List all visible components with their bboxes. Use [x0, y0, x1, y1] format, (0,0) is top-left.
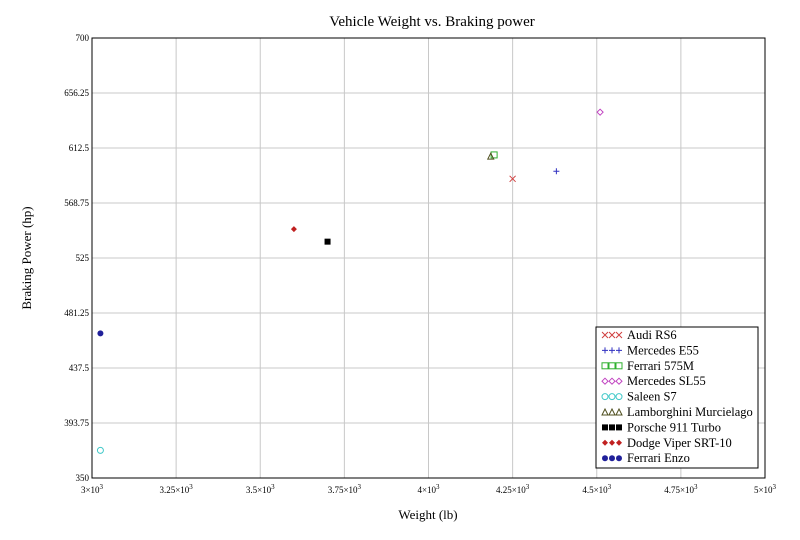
y-tick-label: 437.5: [69, 363, 90, 373]
legend-marker: [608, 331, 616, 339]
chart-title: Vehicle Weight vs. Braking power: [329, 14, 535, 30]
legend-marker: [615, 362, 623, 370]
legend-marker: [602, 347, 608, 354]
x-axis: 3×103 3.25×103 3.5×103 3.75×103 4×103 4.25×10…: [81, 483, 777, 495]
legend-marker: [602, 424, 608, 431]
legend-marker: [602, 455, 608, 462]
legend-marker: [602, 439, 608, 446]
legend-label: Audi RS6: [627, 328, 677, 342]
y-axis: 350 393.75 437.5 481.25 525 568.75 612.5 656.25…: [64, 33, 89, 483]
legend-marker: [608, 407, 616, 416]
legend-label: Porsche 911 Turbo: [627, 420, 721, 434]
legend-marker: [615, 331, 623, 339]
data-points: [96, 108, 604, 454]
data-point: [96, 446, 104, 454]
x-tick-label: 3.75×103: [328, 483, 362, 495]
legend-marker: [609, 439, 615, 446]
data-point: [486, 152, 495, 160]
legend-marker: [601, 362, 609, 370]
x-tick-label: 4.25×103: [496, 483, 530, 495]
legend-marker: [609, 347, 615, 354]
data-point: [596, 108, 604, 116]
legend-label: Mercedes E55: [627, 343, 699, 357]
legend-marker: [615, 393, 623, 401]
legend-marker: [616, 455, 622, 462]
legend-marker: [608, 393, 616, 401]
legend-marker: [601, 407, 609, 416]
x-tick-label: 3.5×103: [246, 483, 275, 495]
data-point: [290, 226, 297, 233]
legend-marker: [601, 331, 609, 339]
legend-marker: [609, 424, 615, 431]
x-tick-label: 3×103: [81, 483, 104, 495]
y-tick-label: 350: [76, 473, 90, 483]
data-point: [509, 175, 516, 183]
legend-marker: [601, 393, 609, 401]
data-point: [553, 168, 560, 175]
x-tick-label: 4×103: [417, 483, 440, 495]
x-tick-label: 5×103: [754, 483, 777, 495]
legend-label: Lamborghini Murcielago: [627, 405, 753, 419]
legend-marker: [609, 455, 615, 462]
legend-label: Mercedes SL55: [627, 374, 706, 388]
x-axis-label: Weight (lb): [398, 507, 457, 522]
y-tick-label: 568.75: [64, 198, 89, 208]
legend-marker: [616, 424, 622, 431]
x-tick-label: 3.25×103: [159, 483, 193, 495]
y-axis-label: Braking Power (hp): [19, 206, 34, 309]
legend-label: Dodge Viper SRT-10: [627, 436, 732, 450]
x-tick-label: 4.5×103: [582, 483, 611, 495]
legend-label: Ferrari Enzo: [627, 451, 690, 465]
legend-marker: [615, 407, 623, 416]
y-tick-label: 612.5: [69, 143, 90, 153]
legend-marker: [616, 439, 622, 446]
y-tick-label: 393.75: [64, 418, 89, 428]
legend-marker: [616, 347, 622, 354]
legend-marker: [615, 377, 623, 385]
legend-marker: [608, 362, 616, 370]
data-point: [324, 238, 331, 245]
plot-area: [91, 37, 766, 479]
y-tick-label: 481.25: [64, 308, 89, 318]
y-tick-label: 656.25: [64, 88, 89, 98]
legend-box: [595, 326, 759, 469]
legend-marker: [601, 377, 609, 385]
legend-label: Saleen S7: [627, 390, 677, 404]
y-tick-label: 525: [76, 253, 90, 263]
x-tick-label: 4.75×103: [664, 483, 698, 495]
legend-marker: [608, 377, 616, 385]
y-tick-label: 700: [76, 33, 90, 43]
data-point: [97, 330, 104, 337]
legend-label: Ferrari 575M: [627, 359, 694, 373]
